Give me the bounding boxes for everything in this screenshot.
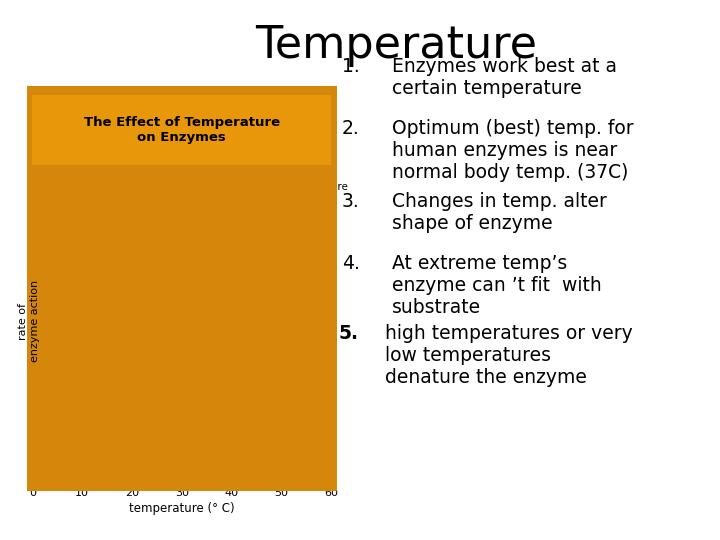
Text: 2.: 2. (342, 119, 360, 138)
Text: The Effect of Temperature
on Enzymes: The Effect of Temperature on Enzymes (84, 116, 280, 144)
Text: Temperature: Temperature (255, 24, 537, 68)
Text: Optimum (best) temp. for
human enzymes is near
normal body temp. (37C): Optimum (best) temp. for human enzymes i… (392, 119, 634, 182)
Text: 5.: 5. (338, 324, 359, 343)
Text: 3.: 3. (342, 192, 360, 211)
Text: At extreme temp’s
enzyme can ’t fit  with
substrate: At extreme temp’s enzyme can ’t fit with… (392, 254, 602, 317)
Text: Enzymes work best at a
certain temperature: Enzymes work best at a certain temperatu… (392, 57, 618, 98)
Text: 4.: 4. (342, 254, 360, 273)
Text: high temperatures or very
low temperatures
denature the enzyme: high temperatures or very low temperatur… (385, 324, 633, 387)
Text: optimum temperature
(about 36° C): optimum temperature (about 36° C) (219, 182, 348, 226)
X-axis label: temperature (° C): temperature (° C) (129, 502, 235, 515)
Text: Changes in temp. alter
shape of enzyme: Changes in temp. alter shape of enzyme (392, 192, 607, 233)
Text: 1.: 1. (342, 57, 360, 76)
Text: rate of
enzyme action: rate of enzyme action (18, 280, 40, 362)
